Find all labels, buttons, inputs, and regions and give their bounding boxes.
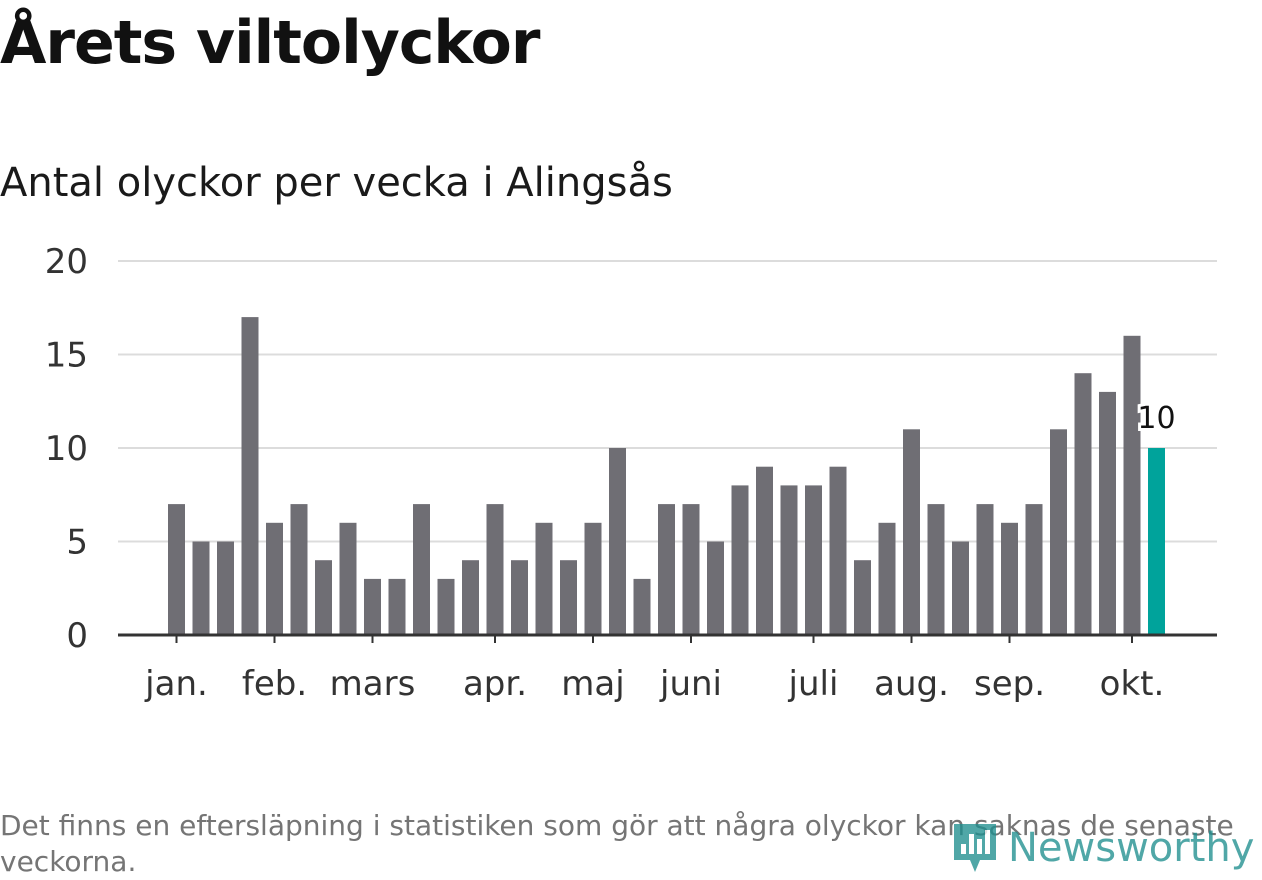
bar <box>756 466 773 635</box>
bar <box>1025 504 1043 635</box>
bar <box>633 578 651 635</box>
bar <box>805 485 822 635</box>
x-tick-label: apr. <box>463 664 527 704</box>
bar <box>217 541 234 635</box>
bar <box>290 504 308 635</box>
bar <box>1001 522 1018 635</box>
y-tick-label: 20 <box>45 242 88 282</box>
bar <box>609 448 626 635</box>
y-tick-label: 10 <box>45 429 88 469</box>
x-tick-label: aug. <box>874 664 949 704</box>
bar <box>976 504 994 635</box>
bar-chart: 0 5 10 15 20 jan. feb. mars apr. maj juni juli aug.… <box>45 242 1217 704</box>
brand-name: Newsworthy <box>1008 825 1255 871</box>
x-tick-label: sep. <box>974 664 1045 704</box>
bar <box>437 578 455 635</box>
y-tick-label: 15 <box>45 336 88 376</box>
x-axis-ticks: jan. feb. mars apr. maj juni juli aug. sep. okt. <box>144 635 1164 704</box>
bars <box>168 317 1165 635</box>
x-tick-label: jan. <box>144 664 208 704</box>
data-labels: 10 <box>1134 398 1178 439</box>
bar <box>1074 373 1092 635</box>
newsworthy-logo-icon <box>954 824 996 872</box>
bar <box>535 522 553 635</box>
x-tick-label: mars <box>330 664 416 704</box>
bar <box>707 541 724 635</box>
bar <box>241 317 259 635</box>
bar <box>658 504 675 635</box>
bar <box>952 541 969 635</box>
bar <box>731 485 749 635</box>
bar <box>339 522 357 635</box>
bar <box>903 429 920 635</box>
bar <box>511 560 528 635</box>
bar <box>168 504 185 635</box>
bar <box>486 504 504 635</box>
footnote: Det finns en eftersläpning i statistiken… <box>0 809 1234 878</box>
bar <box>878 522 896 635</box>
chart-subtitle: Antal olyckor per vecka i Alingsås <box>0 160 673 206</box>
chart-title: Årets viltolyckor <box>0 8 540 78</box>
bar <box>266 522 283 635</box>
data-label-last: 10 <box>1137 401 1175 436</box>
bar <box>315 560 332 635</box>
x-tick-label: juli <box>788 664 839 704</box>
bar <box>413 504 430 635</box>
brand-logo: Newsworthy <box>950 818 1254 878</box>
bar <box>682 504 700 635</box>
bar <box>462 560 479 635</box>
bar <box>560 560 577 635</box>
bar <box>1099 391 1116 635</box>
y-tick-label: 5 <box>66 523 88 563</box>
bar <box>829 466 847 635</box>
bar <box>364 578 381 635</box>
x-tick-label: okt. <box>1100 664 1165 704</box>
bar <box>192 541 210 635</box>
x-tick-label: feb. <box>242 664 307 704</box>
bar <box>584 522 602 635</box>
bar <box>1123 335 1141 635</box>
bar <box>854 560 871 635</box>
bar <box>388 578 406 635</box>
x-tick-label: maj <box>561 664 624 704</box>
bar <box>780 485 798 635</box>
x-tick-label: juni <box>659 664 722 704</box>
y-tick-label: 0 <box>66 616 88 656</box>
bar <box>1148 448 1165 635</box>
bar <box>927 504 945 635</box>
bar <box>1050 429 1067 635</box>
y-axis-ticks: 0 5 10 15 20 <box>45 242 88 656</box>
